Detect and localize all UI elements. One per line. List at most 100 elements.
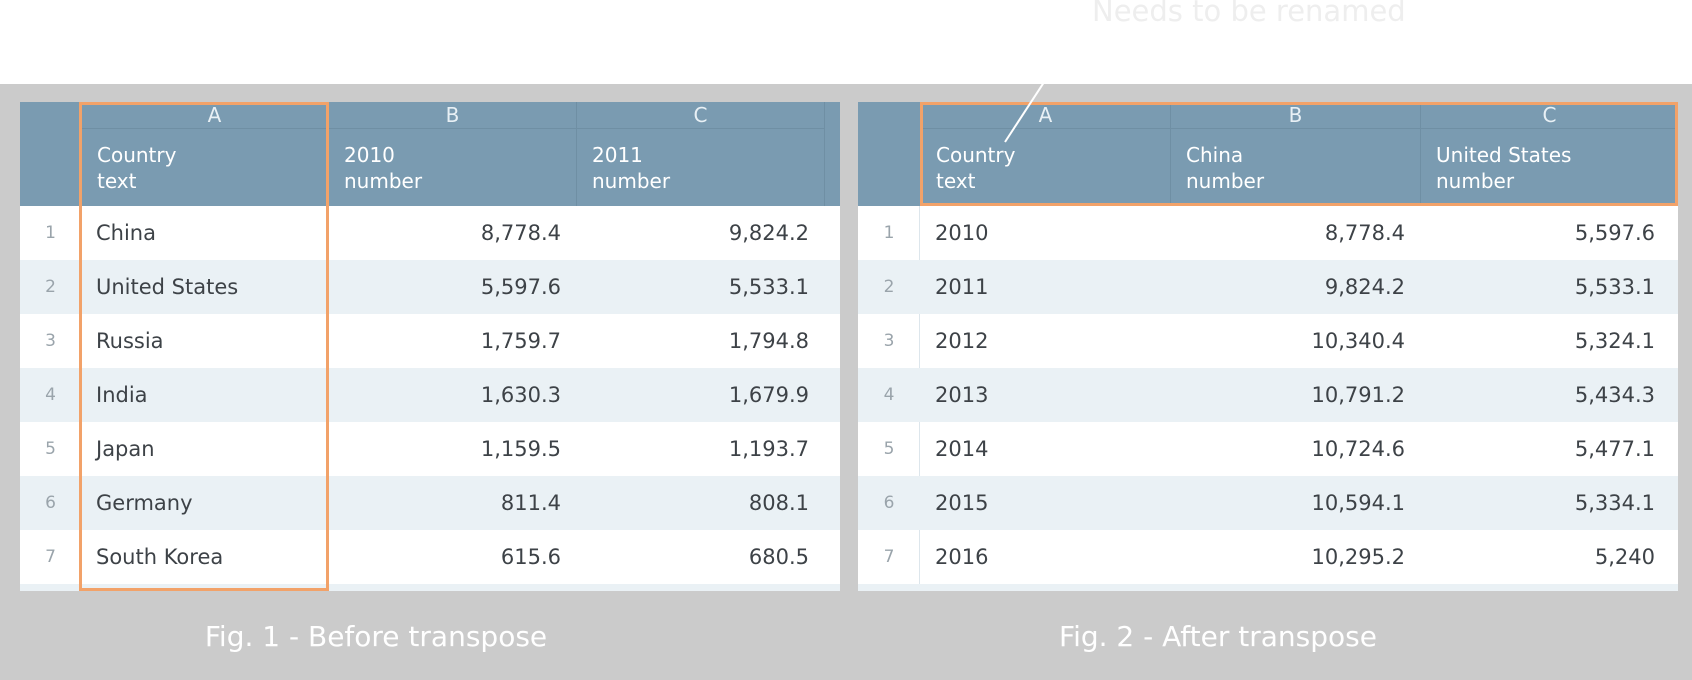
- cell-country[interactable]: India: [96, 383, 148, 407]
- row-number: 2: [45, 277, 56, 297]
- column-name: 2010: [344, 143, 395, 167]
- cell-country[interactable]: United States: [96, 275, 239, 299]
- column-type: number: [1186, 169, 1265, 193]
- cell-2011[interactable]: 5,533.1: [728, 275, 809, 299]
- row-number: 4: [45, 385, 56, 405]
- cell-country[interactable]: 2010: [935, 221, 989, 245]
- column-header-c[interactable]: C United States number: [1420, 102, 1678, 206]
- cell-united-states[interactable]: 5,477.1: [1574, 437, 1655, 461]
- cell-country[interactable]: Germany: [96, 491, 193, 515]
- cell-2011[interactable]: 1,193.7: [728, 437, 809, 461]
- before-caption: Fig. 1 - Before transpose: [204, 620, 548, 653]
- cell-china[interactable]: 10,340.4: [1311, 329, 1405, 353]
- cell-country[interactable]: 2016: [935, 545, 989, 569]
- cell-2010[interactable]: 1,759.7: [480, 329, 561, 353]
- column-letter: C: [577, 102, 824, 129]
- table-row[interactable]: 2 United States 5,597.6 5,533.1: [20, 260, 840, 314]
- header-row: [20, 102, 840, 206]
- column-type: number: [344, 169, 423, 193]
- table-row[interactable]: 3 2012 10,340.4 5,324.1: [858, 314, 1678, 368]
- table-row[interactable]: 7 South Korea 615.6 680.5: [20, 530, 840, 584]
- cell-united-states[interactable]: 5,240: [1594, 545, 1655, 569]
- cell-2010[interactable]: 811.4: [500, 491, 561, 515]
- column-header-d[interactable]: [824, 102, 840, 206]
- cell-country[interactable]: South Korea: [96, 545, 224, 569]
- table-row[interactable]: 4 2013 10,791.2 5,434.3: [858, 368, 1678, 422]
- column-header-a[interactable]: A Country text: [81, 102, 347, 206]
- table-row[interactable]: 3 Russia 1,759.7 1,794.8: [20, 314, 840, 368]
- cell-2010[interactable]: 5,597.6: [480, 275, 561, 299]
- cell-china[interactable]: 8,778.4: [1324, 221, 1405, 245]
- cell-2011[interactable]: 1,679.9: [728, 383, 809, 407]
- row-number: 4: [883, 385, 895, 405]
- column-name: United States: [1436, 143, 1572, 167]
- cell-2010[interactable]: 1,630.3: [480, 383, 561, 407]
- cell-china[interactable]: 10,724.6: [1311, 437, 1405, 461]
- cell-united-states[interactable]: 5,334.1: [1574, 491, 1655, 515]
- row-number: 1: [45, 223, 56, 243]
- row-number: 3: [45, 331, 56, 351]
- cell-2010[interactable]: 8,778.4: [480, 221, 561, 245]
- column-letter: C: [1421, 102, 1678, 129]
- cell-2011[interactable]: 808.1: [748, 491, 809, 515]
- cell-country[interactable]: China: [96, 221, 156, 245]
- column-name: China: [1186, 143, 1244, 167]
- table-row[interactable]: 6 2015 10,594.1 5,334.1: [858, 476, 1678, 530]
- row-number: 1: [883, 223, 895, 243]
- row-number: 5: [883, 439, 895, 459]
- cell-china[interactable]: 10,594.1: [1311, 491, 1405, 515]
- column-name: Country: [936, 143, 1016, 167]
- cell-country[interactable]: 2015: [935, 491, 989, 515]
- column-letter: A: [82, 102, 347, 129]
- row-number: 6: [45, 493, 56, 513]
- column-name: Country: [97, 143, 177, 167]
- table-row[interactable]: 7 2016 10,295.2 5,240: [858, 530, 1678, 584]
- cell-2011[interactable]: 680.5: [748, 545, 809, 569]
- table-row[interactable]: 6 Germany 811.4 808.1: [20, 476, 840, 530]
- column-name: 2011: [592, 143, 643, 167]
- cell-2010[interactable]: 615.6: [500, 545, 561, 569]
- cell-china[interactable]: 10,791.2: [1311, 383, 1405, 407]
- row-number: 6: [883, 493, 895, 513]
- table-row[interactable]: 1 China 8,778.4 9,824.2: [20, 206, 840, 260]
- cell-country[interactable]: 2011: [935, 275, 989, 299]
- cell-2011[interactable]: 9,824.2: [728, 221, 809, 245]
- cell-china[interactable]: 9,824.2: [1324, 275, 1405, 299]
- cell-2011[interactable]: 1,794.8: [728, 329, 809, 353]
- cell-united-states[interactable]: 5,324.1: [1574, 329, 1655, 353]
- column-type: number: [1436, 169, 1515, 193]
- column-header-b[interactable]: B 2010 number: [328, 102, 576, 206]
- cell-united-states[interactable]: 5,434.3: [1574, 383, 1655, 407]
- table-row[interactable]: 5 2014 10,724.6 5,477.1: [858, 422, 1678, 476]
- table-row[interactable]: 5 Japan 1,159.5 1,193.7: [20, 422, 840, 476]
- table-row-partial: [20, 584, 840, 591]
- row-number: 3: [883, 331, 895, 351]
- before-table: A Country text B 2010 number C 2011 numb…: [20, 102, 840, 591]
- column-type: text: [97, 169, 137, 193]
- column-letter: B: [329, 102, 576, 129]
- column-header-a[interactable]: A Country text: [920, 102, 1170, 206]
- column-type: text: [936, 169, 976, 193]
- table-row[interactable]: 4 India 1,630.3 1,679.9: [20, 368, 840, 422]
- after-table: A Country text B China number C United S…: [858, 102, 1678, 591]
- column-letter: B: [1171, 102, 1420, 129]
- row-number: 5: [45, 439, 56, 459]
- table-row[interactable]: 2 2011 9,824.2 5,533.1: [858, 260, 1678, 314]
- cell-united-states[interactable]: 5,597.6: [1574, 221, 1655, 245]
- cell-country[interactable]: 2013: [935, 383, 989, 407]
- cell-country[interactable]: 2014: [935, 437, 989, 461]
- cell-country[interactable]: Japan: [96, 437, 155, 461]
- cell-china[interactable]: 10,295.2: [1311, 545, 1405, 569]
- row-number-header: [20, 102, 81, 206]
- row-number-header: [858, 102, 920, 206]
- table-row[interactable]: 1 2010 8,778.4 5,597.6: [858, 206, 1678, 260]
- cell-country[interactable]: Russia: [96, 329, 164, 353]
- column-header-c[interactable]: C 2011 number: [576, 102, 824, 206]
- column-header-b[interactable]: B China number: [1170, 102, 1420, 206]
- cell-country[interactable]: 2012: [935, 329, 989, 353]
- row-number: 2: [883, 277, 895, 297]
- header-row: [858, 102, 1678, 206]
- cell-2010[interactable]: 1,159.5: [480, 437, 561, 461]
- cell-united-states[interactable]: 5,533.1: [1574, 275, 1655, 299]
- row-number: 7: [883, 547, 895, 567]
